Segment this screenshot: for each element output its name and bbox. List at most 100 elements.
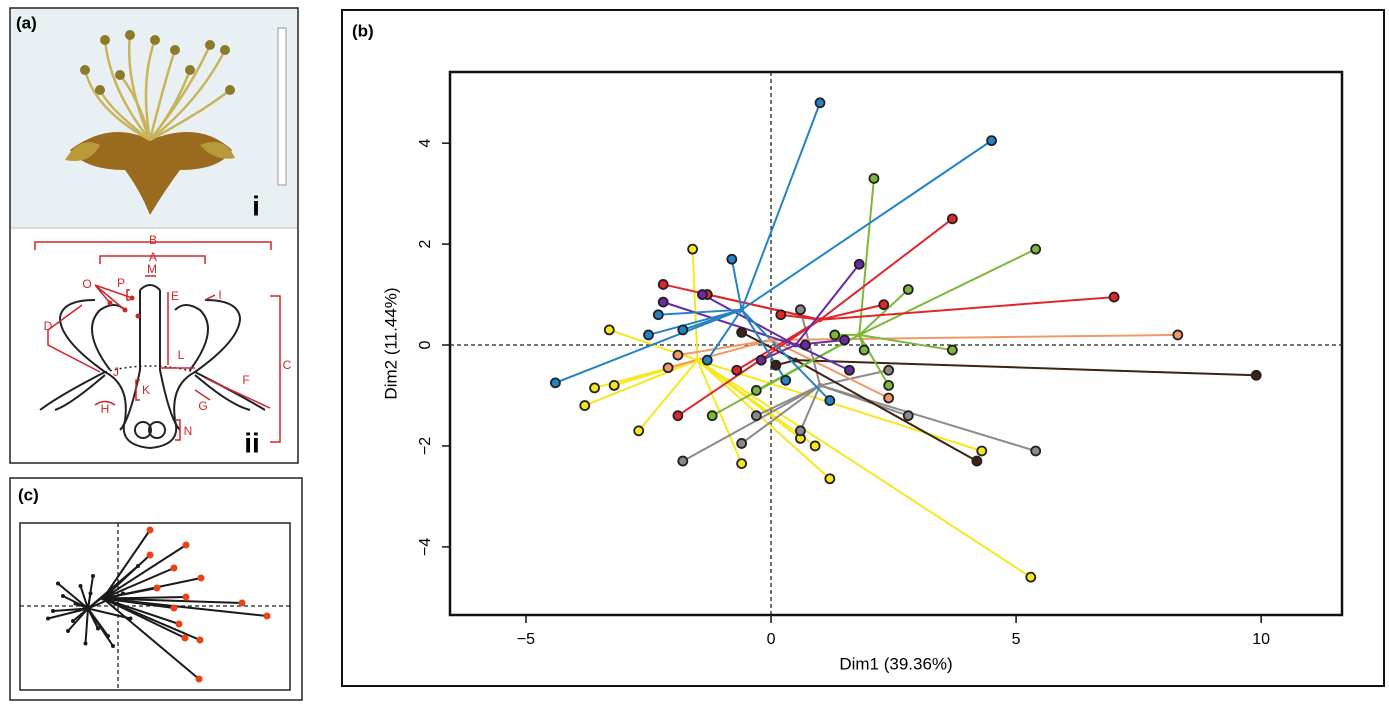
point: [814, 97, 826, 109]
point: [633, 425, 645, 437]
part-label: O: [82, 277, 91, 291]
centroid: [856, 332, 862, 338]
point: [146, 526, 154, 534]
part-label: D: [44, 319, 53, 333]
point: [1108, 291, 1120, 303]
point: [146, 551, 154, 559]
point: [844, 364, 855, 376]
point: [736, 458, 748, 470]
y-tick-label: 2: [417, 240, 434, 249]
y-tick-label: 0: [417, 340, 434, 349]
point: [986, 135, 997, 147]
x-axis-label: Dim1 (39.36%): [839, 654, 952, 673]
point: [91, 574, 95, 578]
centroid: [817, 317, 823, 323]
spoke: [648, 308, 742, 336]
spoke: [691, 249, 699, 361]
spoke: [555, 308, 742, 384]
spoke: [819, 303, 884, 321]
point: [56, 581, 60, 586]
point: [736, 438, 748, 449]
point: [902, 410, 914, 422]
point: [78, 584, 83, 588]
spoke: [75, 602, 89, 610]
point: [976, 445, 988, 457]
point: [71, 619, 75, 623]
point: [883, 392, 895, 404]
point: [706, 410, 718, 422]
diagram-annotations: [34, 241, 281, 443]
spoke: [67, 607, 89, 632]
spoke: [84, 608, 89, 644]
panel-label: (c): [18, 485, 39, 504]
spoke: [740, 308, 831, 402]
part-label: M: [147, 262, 157, 276]
point: [106, 634, 110, 638]
point: [946, 344, 958, 356]
point: [608, 379, 620, 391]
point: [643, 329, 654, 341]
photo-label: i: [252, 190, 260, 221]
point: [652, 309, 664, 321]
point: [136, 564, 140, 568]
point: [780, 374, 792, 386]
point: [579, 400, 591, 411]
part-label: K: [142, 383, 150, 397]
spoke: [102, 597, 180, 625]
part-label: L: [178, 348, 185, 362]
spoke: [584, 359, 698, 407]
spoke: [707, 293, 821, 321]
point: [755, 354, 767, 366]
spoke: [102, 597, 200, 680]
spoke: [858, 288, 909, 336]
point: [839, 334, 850, 346]
point: [829, 329, 841, 341]
point: [182, 593, 190, 601]
centroid: [695, 357, 701, 363]
panel-label: (a): [16, 13, 37, 32]
point: [687, 243, 699, 255]
point: [878, 299, 890, 311]
part-label: E: [171, 289, 179, 303]
spoke: [682, 384, 821, 462]
spoke: [662, 301, 796, 346]
part-label: I: [218, 288, 221, 302]
point: [971, 455, 983, 467]
spoke: [102, 597, 268, 617]
diagram-label: ii: [244, 427, 260, 458]
spoke: [667, 339, 772, 369]
point: [824, 395, 836, 406]
point: [66, 629, 70, 633]
spoke: [52, 607, 89, 612]
point: [662, 362, 674, 374]
point: [902, 284, 914, 295]
point: [83, 641, 88, 646]
flower-photo: [65, 30, 235, 215]
spoke: [799, 384, 821, 432]
point: [1250, 369, 1262, 381]
point: [677, 455, 689, 467]
point: [263, 612, 271, 620]
point: [111, 644, 115, 648]
point: [46, 616, 50, 621]
point: [108, 589, 113, 593]
point: [88, 591, 93, 596]
part-label: C: [283, 358, 292, 372]
spoke: [819, 296, 1115, 321]
spoke: [87, 607, 131, 620]
point: [736, 326, 748, 338]
point: [799, 339, 811, 351]
panel-a: [9, 7, 299, 464]
point: [750, 385, 762, 396]
panel-frame: [9, 477, 303, 701]
point: [1025, 571, 1037, 583]
spoke: [736, 318, 821, 372]
point: [770, 359, 782, 371]
centroid: [793, 357, 799, 363]
point: [51, 609, 55, 613]
spoke: [79, 585, 89, 609]
scale-bar: [277, 27, 287, 186]
spoke: [102, 567, 175, 600]
point: [795, 425, 806, 437]
spoke: [697, 359, 983, 452]
